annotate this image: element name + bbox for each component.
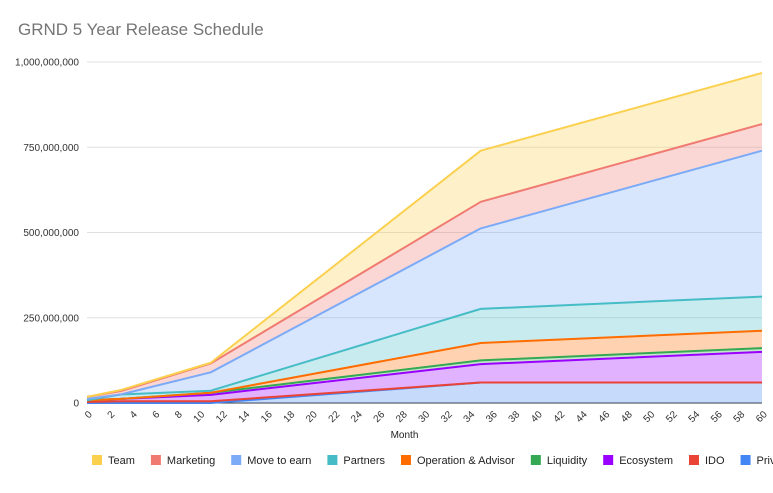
x-tick-label: 2 (106, 409, 118, 421)
x-tick-label: 28 (394, 409, 410, 425)
area-ecosystem (87, 351, 762, 402)
area-liquidity (87, 348, 762, 401)
legend-swatch-team (92, 455, 102, 465)
chart-title: GRND 5 Year Release Schedule (18, 20, 264, 39)
x-tick-label: 32 (439, 409, 455, 425)
line-operation-advisor (86, 329, 763, 402)
area-private (87, 382, 762, 403)
x-tick-label: 52 (664, 409, 680, 425)
line-move-to-earn (86, 149, 763, 400)
x-tick-label: 20 (304, 409, 320, 425)
x-tick-label: 8 (173, 409, 185, 421)
legend-swatch-ecosystem (603, 455, 614, 465)
x-tick-label: 10 (192, 409, 208, 425)
legend-swatch-move-to-earn (231, 455, 242, 465)
x-tick-label: 42 (552, 409, 568, 425)
y-tick-label: 500,000,000 (23, 228, 79, 239)
legend-label-ecosystem: Ecosystem (619, 455, 673, 467)
x-tick-label: 0 (83, 409, 95, 421)
x-tick-label: 26 (372, 409, 388, 425)
x-tick-label: 12 (214, 409, 230, 425)
x-tick-label: 36 (484, 409, 500, 425)
legend-label-marketing: Marketing (167, 455, 215, 467)
y-tick-label: 750,000,000 (23, 143, 79, 154)
x-tick-label: 54 (687, 409, 703, 425)
x-tick-label: 48 (619, 409, 635, 425)
line-team (86, 71, 763, 398)
area-operation-advisor (87, 330, 762, 401)
legend-label-liquidity: Liquidity (547, 455, 588, 467)
x-tick-label: 40 (529, 409, 545, 425)
legend-label-operation-advisor: Operation & Advisor (417, 455, 515, 467)
legend-swatch-operation-advisor (400, 455, 411, 465)
x-tick-label: 24 (349, 409, 365, 425)
legend-swatch-private (740, 455, 751, 465)
y-tick-label: 1,000,000,000 (15, 58, 79, 69)
legend-swatch-ido (688, 455, 699, 465)
legend-label-partners: Partners (343, 455, 385, 467)
x-tick-label: 18 (282, 409, 298, 425)
x-tick-label: 34 (462, 409, 478, 425)
legend-label-team: Team (108, 455, 135, 467)
area-partners (87, 296, 762, 401)
x-tick-label: 44 (574, 409, 590, 425)
area-marketing (87, 124, 762, 399)
x-tick-label: 16 (259, 409, 275, 425)
x-tick-label: 60 (754, 409, 770, 425)
legend-label-move-to-earn: Move to earn (247, 455, 311, 467)
x-tick-label: 50 (642, 409, 658, 425)
x-tick-label: 22 (327, 409, 343, 425)
legend-label-private: Private (757, 455, 773, 467)
legend-label-ido: IDO (705, 455, 725, 467)
y-tick-label: 250,000,000 (23, 313, 79, 324)
x-tick-label: 46 (597, 409, 613, 425)
line-ido (86, 381, 762, 403)
y-tick-label: 0 (73, 399, 79, 410)
x-tick-label: 38 (507, 409, 523, 425)
legend-swatch-marketing (150, 455, 161, 465)
x-tick-label: 14 (237, 409, 253, 425)
legend-swatch-liquidity (530, 455, 541, 465)
x-tick-label: 30 (417, 409, 433, 425)
area-move-to-earn (87, 150, 762, 401)
x-tick-label: 56 (709, 409, 725, 425)
x-tick-label: 6 (151, 409, 163, 421)
x-axis-title: Month (391, 430, 419, 441)
x-tick-label: 4 (128, 409, 140, 421)
x-tick-label: 58 (732, 409, 748, 425)
legend-swatch-partners (327, 455, 338, 465)
